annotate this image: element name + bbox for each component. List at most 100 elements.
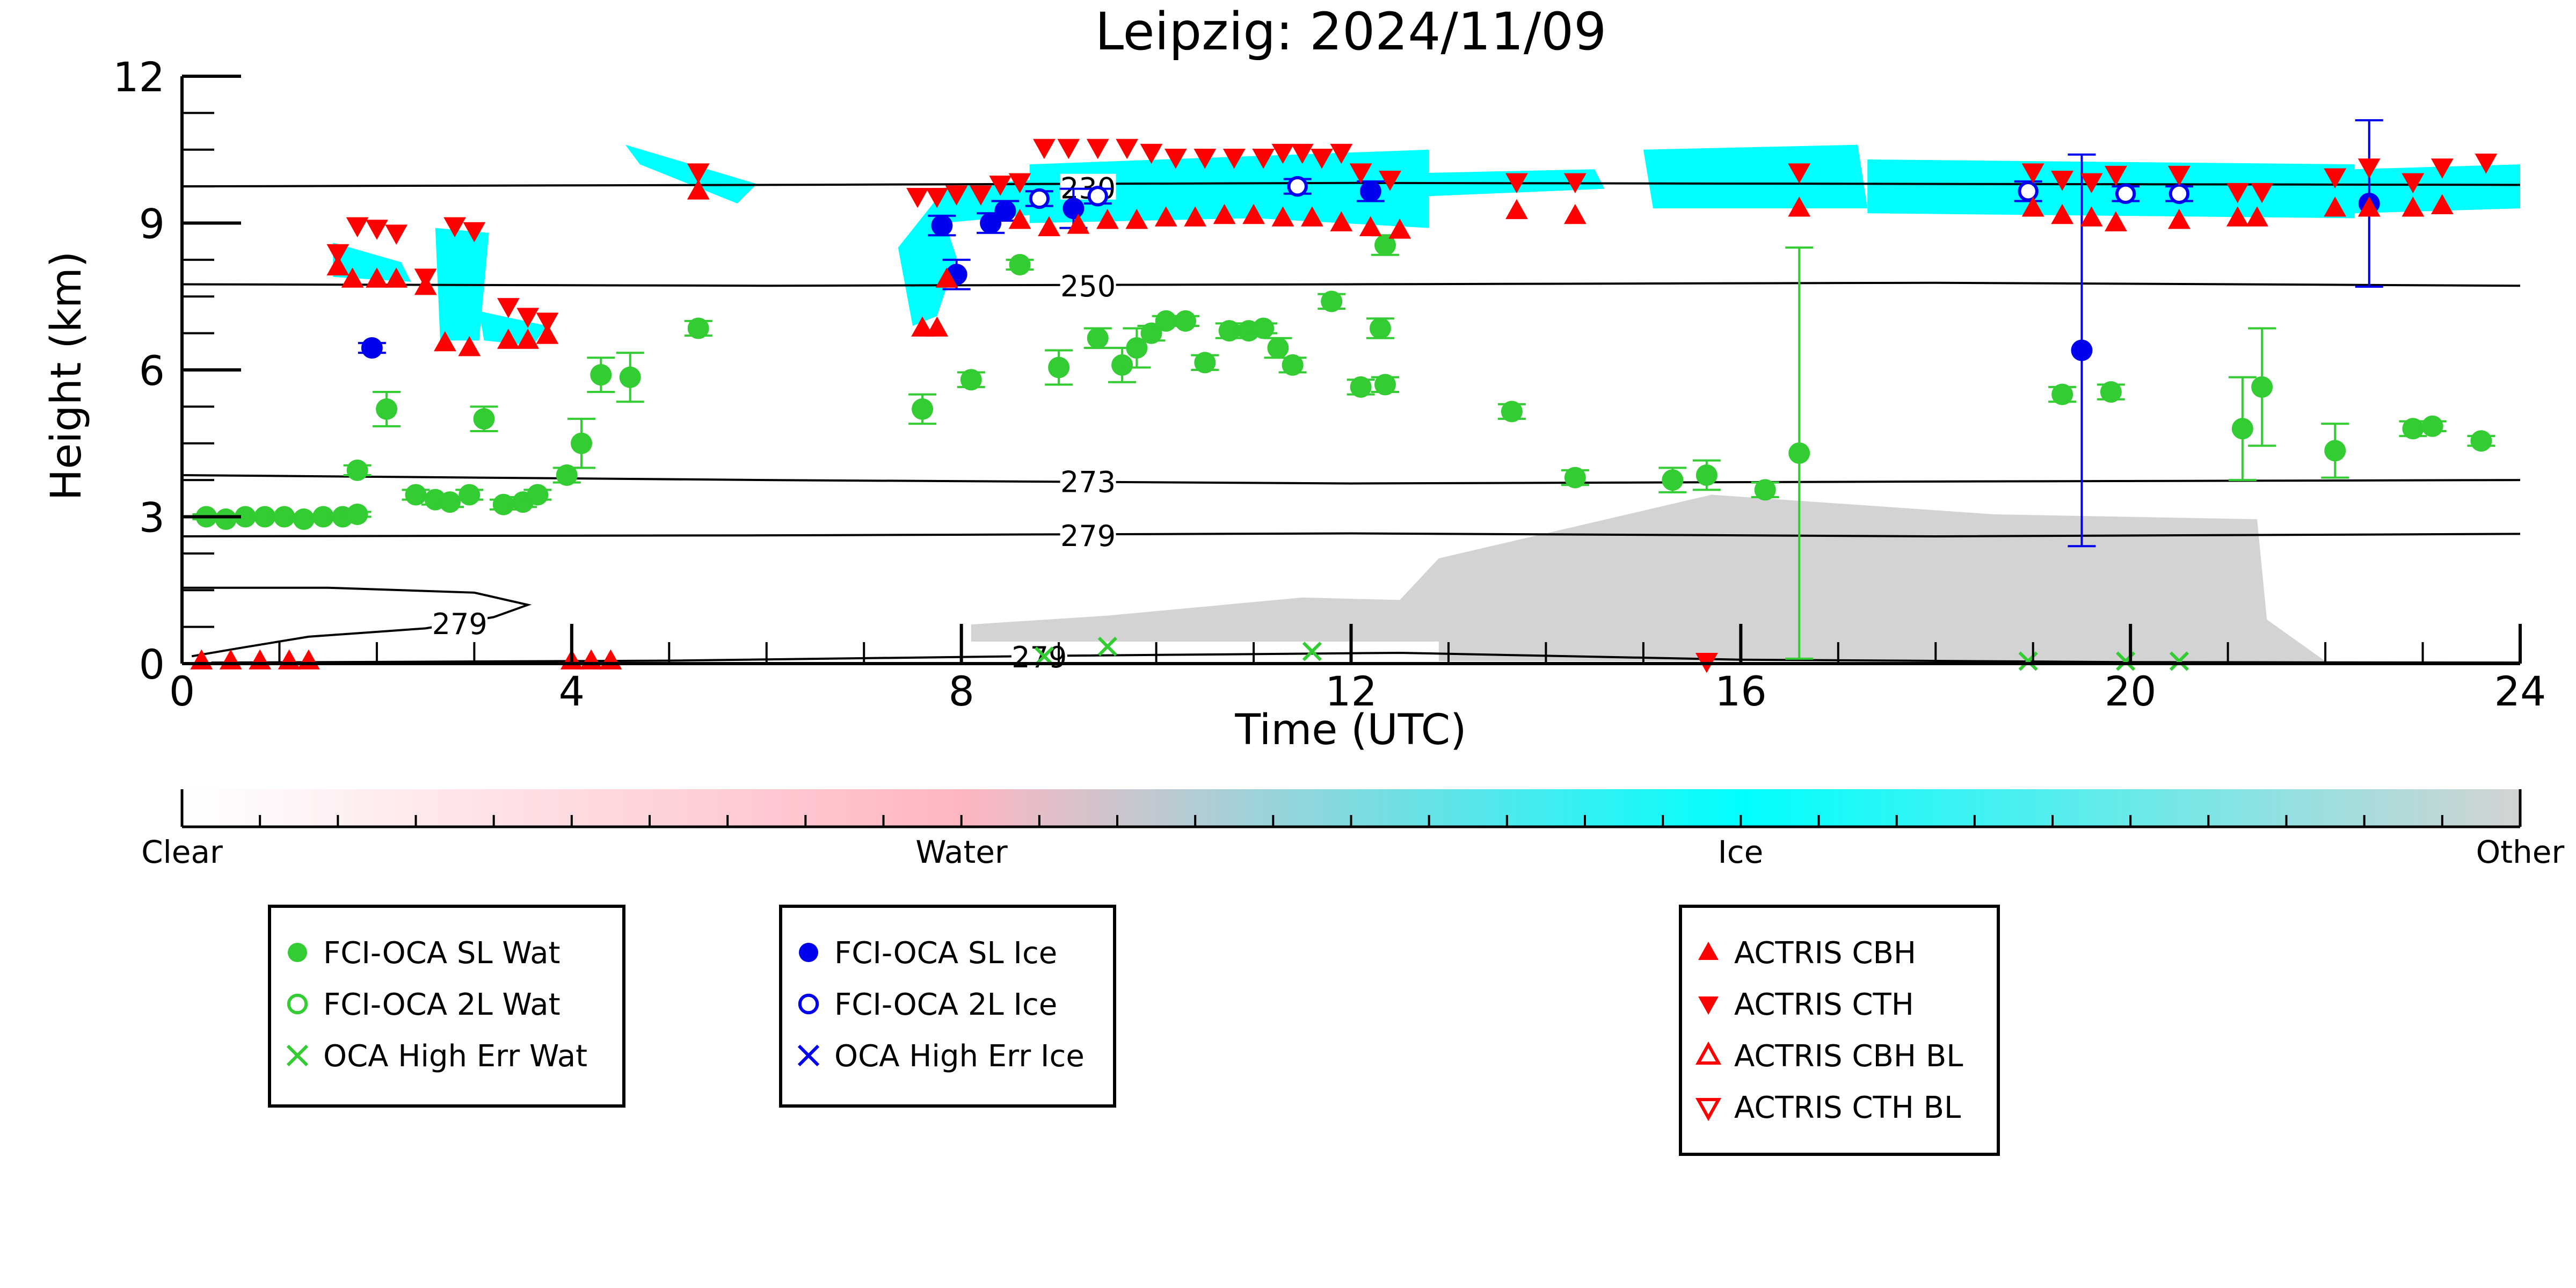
data-point-actris-cth	[970, 185, 992, 206]
data-point-actris-cbh	[1301, 206, 1323, 227]
data-point-actris-cth	[2251, 183, 2274, 203]
contour-label: 273	[1060, 465, 1116, 499]
y-axis-title: Height (km)	[42, 251, 91, 501]
data-point-actris-cth	[1271, 143, 1294, 164]
x-axis-title: Time (UTC)	[1234, 706, 1466, 754]
data-point-oca-high-err-wat	[1302, 642, 1322, 661]
data-point-actris-cbh	[1067, 214, 1090, 234]
data-point-actris-cbh	[434, 331, 456, 352]
data-point-actris-cbh	[2357, 197, 2381, 217]
data-point-fci-oca-sl-wat	[273, 506, 295, 528]
data-point-actris-cbh	[249, 649, 272, 670]
data-point-fci-oca-sl-wat	[2051, 383, 2073, 405]
data-point-actris-cth	[1033, 139, 1056, 159]
data-point-actris-cbh	[2167, 208, 2191, 229]
data-point-actris-cbh	[458, 336, 481, 356]
data-point-fci-oca-sl-wat	[346, 503, 368, 525]
data-point-actris-cth	[385, 224, 408, 245]
data-point-actris-cbh	[580, 649, 603, 670]
data-point-fci-oca-sl-wat	[2231, 418, 2253, 440]
data-series	[190, 119, 2498, 673]
contour-label: 250	[1060, 270, 1116, 303]
contour-line-250-1	[181, 281, 2521, 287]
legend-label-fci-oca-sl-ice: FCI-OCA SL Ice	[834, 936, 1057, 971]
data-point-fci-oca-sl-ice	[361, 337, 383, 359]
data-point-actris-cbh	[1388, 219, 1411, 239]
legend-frame	[1679, 905, 2000, 1156]
legend-marker-oca-high-err-wat	[286, 1044, 309, 1067]
data-point-actris-cth	[1086, 139, 1109, 159]
legend-marker-actris-cth	[1698, 996, 1719, 1015]
data-point-actris-cth	[687, 163, 710, 184]
data-point-fci-oca-sl-wat	[1695, 464, 1718, 486]
colorbar: Clear Water Ice Other	[141, 789, 2564, 870]
data-point-fci-oca-sl-wat	[527, 484, 549, 506]
data-point-fci-oca-sl-wat	[1501, 401, 1523, 423]
data-point-actris-cbh	[599, 649, 622, 670]
data-point-actris-cth	[1222, 149, 1246, 169]
data-point-actris-cbh	[297, 649, 320, 670]
data-point-actris-cth	[443, 217, 466, 238]
data-point-actris-cth	[1008, 173, 1031, 194]
legend-label-fci-oca-2l-ice: FCI-OCA 2L Ice	[834, 987, 1057, 1022]
series-oca-high-err-wat	[1034, 636, 2189, 671]
data-point-fci-oca-sl-wat	[312, 506, 334, 528]
data-point-actris-cth	[2167, 165, 2191, 186]
legend-marker-fci-oca-2l-ice	[798, 993, 819, 1015]
data-point-fci-oca-sl-wat	[1111, 354, 1133, 376]
data-point-fci-oca-sl-ice	[1063, 198, 1085, 220]
data-point-fci-oca-sl-wat	[1321, 290, 1343, 312]
other-cloud-region	[971, 494, 2326, 661]
data-point-fci-oca-sl-wat	[405, 484, 427, 506]
data-point-actris-cbh	[2021, 197, 2044, 217]
data-point-actris-cbh	[326, 255, 350, 275]
legend-marker-oca-high-err-ice	[797, 1044, 820, 1067]
data-point-actris-cth	[1379, 171, 1401, 191]
data-point-actris-cth	[516, 308, 540, 328]
legend-label-fci-oca-2l-wat: FCI-OCA 2L Wat	[323, 987, 561, 1022]
ice-region-10	[2354, 164, 2520, 214]
data-point-actris-cbh	[2324, 197, 2347, 217]
y-tick-label: 12	[113, 53, 165, 101]
data-point-fci-oca-sl-wat	[2421, 415, 2443, 437]
data-point-actris-cbh	[366, 267, 388, 288]
data-point-actris-cbh	[1788, 197, 1811, 217]
data-point-actris-cbh	[1242, 203, 1265, 224]
legend-label-oca-high-err-wat: OCA High Err Wat	[323, 1039, 587, 1074]
legend-label-fci-oca-sl-wat: FCI-OCA SL Wat	[323, 936, 561, 971]
data-point-actris-cbh	[2402, 197, 2425, 217]
data-point-fci-oca-sl-wat	[687, 317, 709, 339]
colorbar-label-other: Other	[2476, 834, 2565, 870]
x-tick-label: 8	[948, 667, 974, 715]
contour-line-279-4	[182, 586, 532, 658]
data-point-actris-cth	[1788, 163, 1811, 184]
data-point-fci-oca-sl-wat	[1253, 317, 1275, 339]
data-point-actris-cbh	[2226, 206, 2249, 227]
data-point-fci-oca-sl-wat	[1175, 310, 1197, 332]
data-point-actris-cbh	[1359, 216, 1382, 237]
contour-line-273-2	[181, 474, 2521, 485]
contour-label: 279	[1060, 519, 1116, 553]
data-point-fci-oca-sl-wat	[234, 506, 256, 528]
data-point-fci-oca-sl-wat	[1662, 469, 1684, 491]
data-point-actris-cth	[2051, 171, 2074, 191]
data-point-actris-cbh	[2080, 206, 2103, 227]
data-point-actris-cth	[945, 185, 968, 206]
data-point-actris-cth	[1563, 173, 1587, 194]
data-point-fci-oca-sl-wat	[2470, 430, 2492, 452]
data-point-actris-cth	[463, 222, 486, 243]
data-point-actris-cth	[1194, 149, 1217, 169]
data-point-actris-cbh	[536, 324, 559, 344]
data-point-actris-cth	[2431, 158, 2454, 179]
data-point-oca-high-err-wat-stroke	[1302, 642, 1322, 661]
data-point-fci-oca-sl-wat	[1282, 354, 1304, 376]
data-point-fci-oca-sl-ice	[980, 212, 1002, 234]
data-point-actris-cth	[1505, 173, 1528, 194]
data-point-actris-cth	[1164, 149, 1187, 169]
data-point-fci-oca-sl-wat	[1374, 234, 1396, 256]
data-point-oca-high-err-wat-stroke	[1097, 636, 1117, 657]
legend-marker-oca-high-err-ice-stroke	[797, 1044, 820, 1067]
legend-label-actris-cth: ACTRIS CTH	[1734, 987, 1914, 1022]
data-point-oca-high-err-wat	[1097, 636, 1117, 657]
